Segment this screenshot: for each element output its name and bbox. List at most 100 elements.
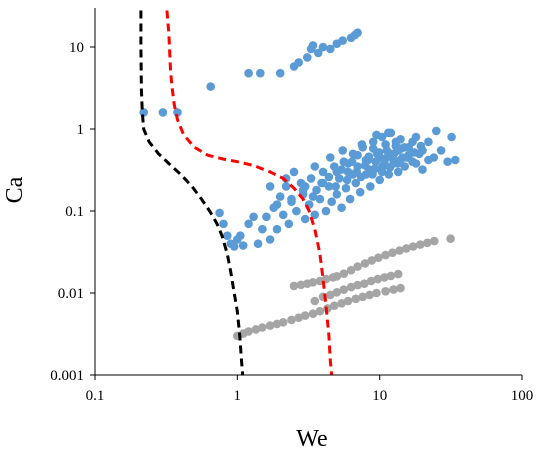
x-tick-label: 100 [511,388,534,404]
data-point [408,137,417,147]
data-point [402,244,411,253]
data-point [385,163,395,172]
data-point [236,231,245,240]
data-point [396,283,405,293]
data-point [365,290,374,300]
data-point [281,182,291,191]
data-point [360,161,370,170]
x-axis-title: We [296,426,327,452]
data-point [317,178,326,188]
data-point [358,292,368,302]
data-point [278,210,288,220]
data-point [377,167,387,177]
data-point [289,167,299,177]
data-point [287,315,296,325]
data-point [303,53,312,62]
x-tick-label: 0.1 [86,388,105,404]
data-point [351,294,361,304]
data-point [294,313,304,323]
data-point [346,282,356,292]
data-point [249,212,258,222]
data-point [372,288,381,298]
data-point [355,187,365,197]
data-point [393,159,403,168]
data-point [265,182,275,191]
data-point [364,152,374,161]
data-point [330,301,339,311]
data-point [310,296,320,306]
data-point [451,155,460,165]
data-point [223,231,232,240]
data-point [360,259,370,268]
data-point [326,44,335,54]
data-point [338,36,348,45]
data-point [393,269,403,279]
data-point [373,274,383,284]
data-point [447,132,456,142]
data-point [339,269,349,279]
data-point [372,130,381,140]
data-point [287,194,296,204]
data-point [284,219,294,229]
data-point [318,42,328,52]
data-point [389,149,399,159]
data-point [424,155,433,165]
data-point [306,174,316,183]
data-point [384,128,393,138]
data-point [308,309,318,319]
data-point [278,318,288,327]
data-point [446,234,455,243]
y-tick-label: 1 [77,122,85,138]
data-point [308,41,318,50]
data-point [310,210,320,220]
data-point [308,278,318,287]
data-point [321,206,331,216]
data-point [389,285,398,294]
data-point [346,265,356,275]
dashed-curve-0 [139,10,245,376]
data-point [326,153,335,162]
data-point [366,182,375,191]
data-point [272,224,282,234]
data-point [368,170,377,179]
data-point [331,182,340,191]
data-point [391,137,401,147]
scatter-series-1 [233,234,455,341]
data-point [313,48,323,58]
data-point [408,242,418,251]
data-point [255,68,265,78]
data-point [423,238,432,248]
data-point [334,174,344,183]
data-point [332,288,342,297]
data-point [258,224,267,234]
data-point [416,141,426,151]
data-point [229,242,239,251]
data-point [244,327,253,336]
data-point [360,279,369,289]
data-point [418,165,427,174]
x-axis: 0.1 1 10 100 We [86,374,534,452]
data-point [436,146,446,155]
data-point [393,167,403,177]
data-point [275,192,285,201]
y-tick-label: 0.001 [50,368,84,384]
data-point [432,126,441,136]
data-point [315,194,325,204]
data-point [206,82,215,91]
data-point [298,185,308,195]
data-point [386,271,396,281]
data-point [353,28,362,37]
data-point [342,175,352,185]
data-point [292,206,301,216]
data-point [272,200,282,209]
data-point [318,167,328,177]
data-point [337,299,346,308]
y-tick-label: 0.01 [58,286,84,302]
data-point [381,250,390,260]
data-point [400,162,410,171]
data-point [416,240,425,249]
x-tick-label: 10 [372,388,387,404]
data-point [315,306,325,316]
data-point [289,281,299,291]
data-point [397,144,406,153]
